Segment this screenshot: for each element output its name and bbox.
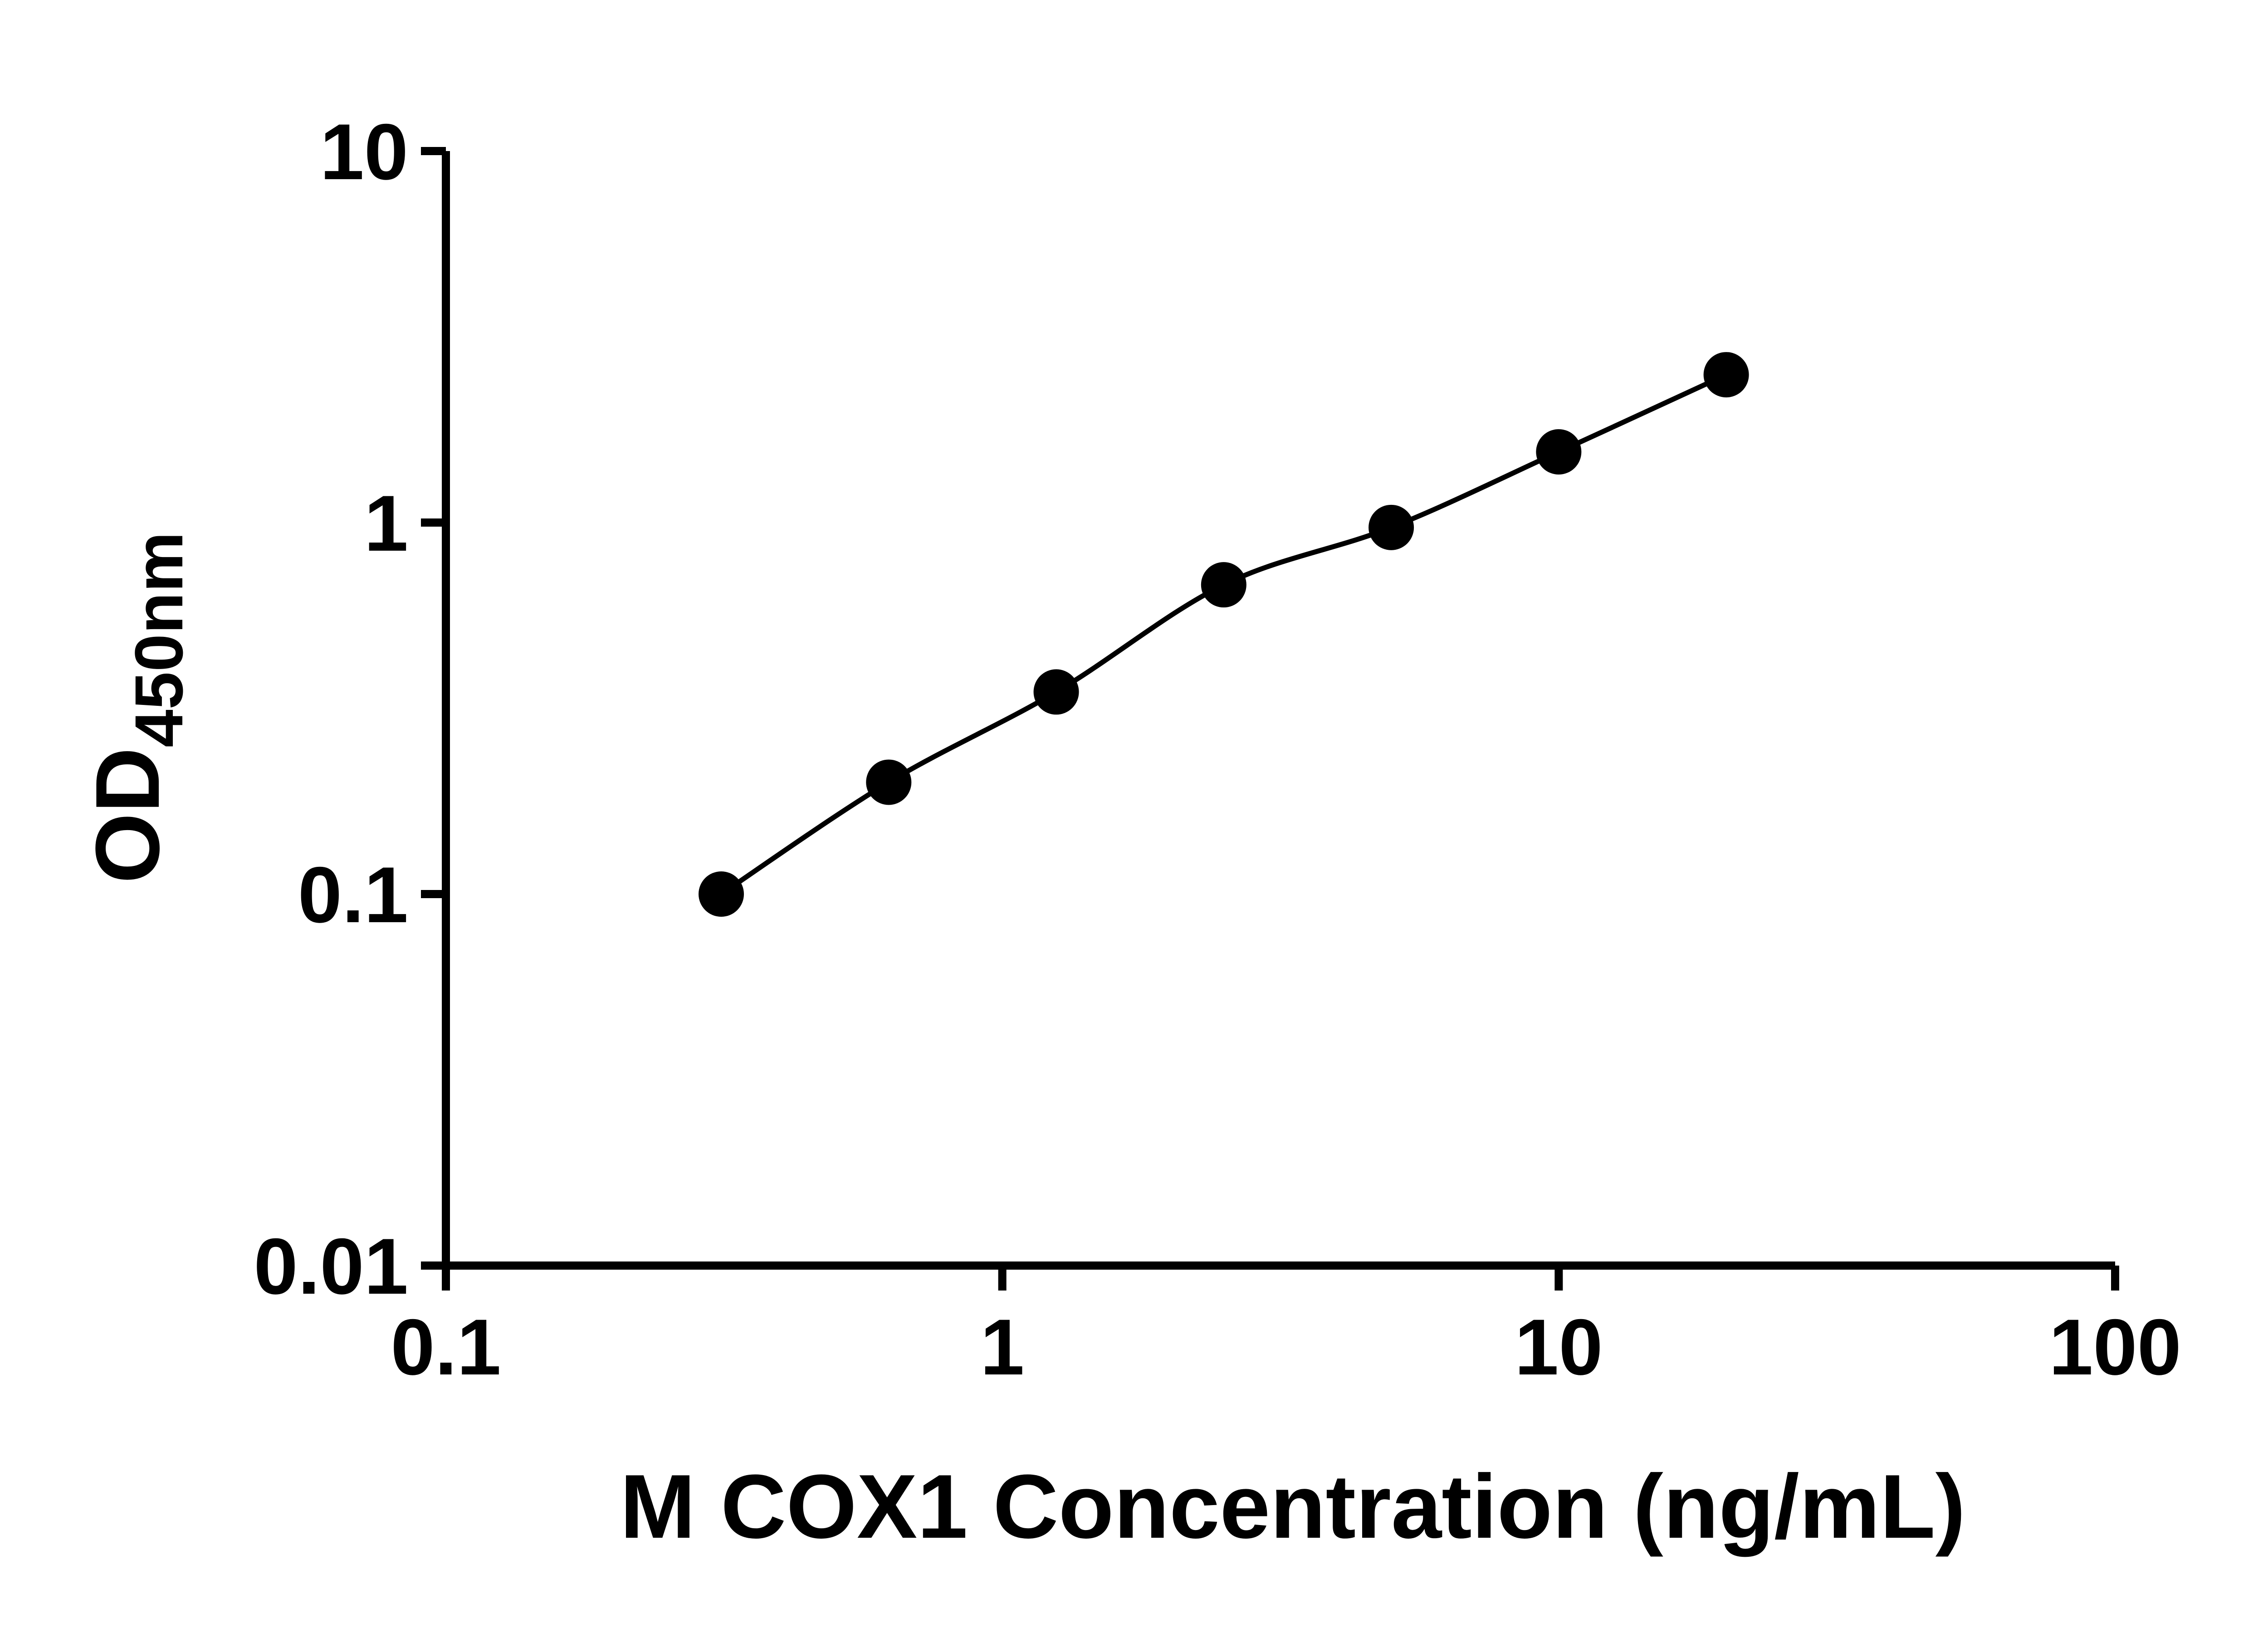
- data-point: [1703, 352, 1749, 398]
- y-tick-label: 1: [364, 479, 408, 568]
- data-point: [1201, 562, 1246, 608]
- data-point: [866, 759, 912, 805]
- x-tick-label: 1: [980, 1303, 1024, 1392]
- points-layer: [699, 352, 1749, 917]
- data-point: [1536, 429, 1582, 475]
- axis-spine: [442, 151, 2115, 1270]
- x-axis-title: M COX1 Concentration (ng/mL): [620, 1456, 1966, 1557]
- axes-layer: [442, 151, 2115, 1270]
- y-axis-title-main: OD: [77, 748, 178, 884]
- data-point: [1369, 504, 1414, 550]
- x-tick-label: 100: [2049, 1303, 2181, 1392]
- data-point: [699, 871, 744, 917]
- x-tick-label: 10: [1515, 1303, 1603, 1392]
- ticks-layer: [421, 147, 2119, 1291]
- y-axis-title: OD450nm: [77, 532, 197, 883]
- x-tick-label: 0.1: [391, 1303, 501, 1392]
- y-axis-title-subscript: 450nm: [121, 532, 197, 747]
- y-tick-label: 0.01: [254, 1222, 408, 1311]
- y-tick-label: 10: [320, 108, 408, 196]
- data-point: [1033, 669, 1079, 715]
- y-tick-label: 0.1: [298, 851, 408, 939]
